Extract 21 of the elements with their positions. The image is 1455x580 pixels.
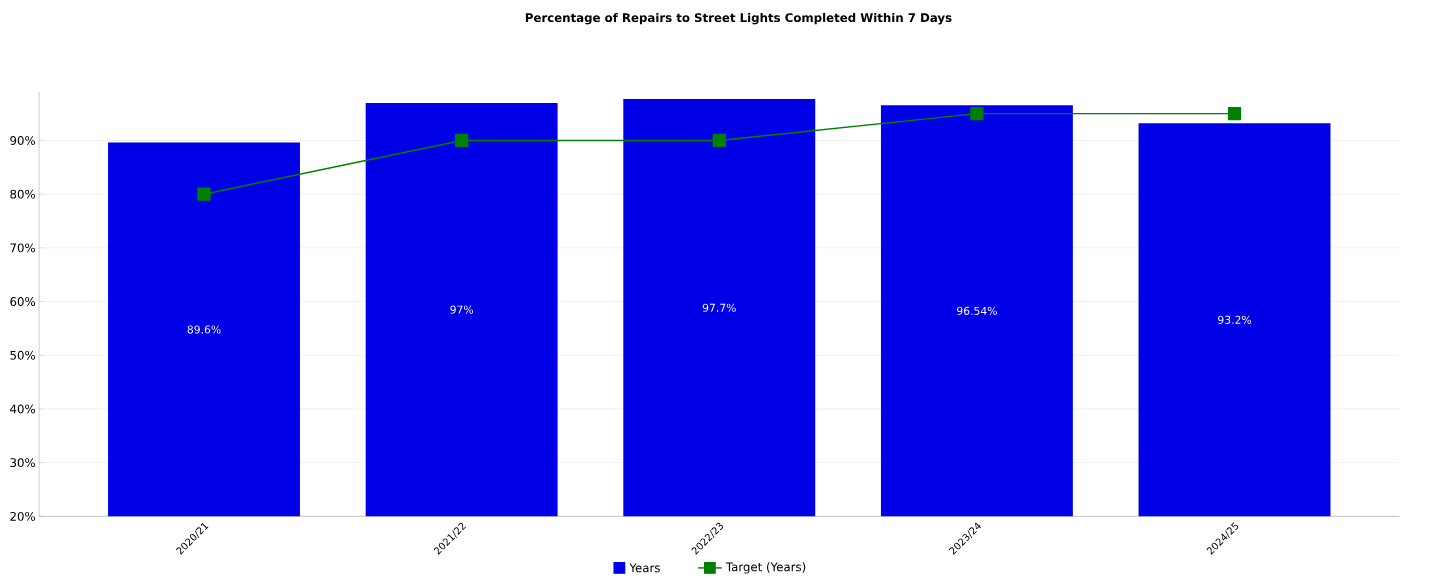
- y-tick-label: 20%: [10, 512, 36, 521]
- y-tick-label: 80%: [10, 189, 36, 199]
- data-label: 96.54%: [957, 306, 997, 316]
- y-tick-label: 40%: [10, 404, 36, 414]
- point: [455, 133, 469, 148]
- y-tick-label: 30%: [10, 458, 36, 468]
- y-tick-label: 50%: [10, 350, 36, 360]
- point: [197, 187, 211, 201]
- data-label: 89.6%: [187, 325, 221, 334]
- y-tick-label: 90%: [10, 136, 36, 146]
- point: [970, 107, 984, 121]
- y-tick-label: 60%: [10, 297, 36, 307]
- legend-label: Years: [629, 563, 660, 573]
- data-label: 93.2%: [1218, 315, 1252, 325]
- chart-title: Percentage of Repairs to Street Lights Completed Within 7 Days: [525, 13, 952, 25]
- data-label: 97.7%: [702, 303, 736, 312]
- data-label: 97%: [450, 305, 474, 314]
- legend-label: Target (Years): [725, 562, 806, 574]
- point: [712, 133, 726, 148]
- point: [1227, 107, 1242, 121]
- y-tick-label: 70%: [10, 243, 36, 253]
